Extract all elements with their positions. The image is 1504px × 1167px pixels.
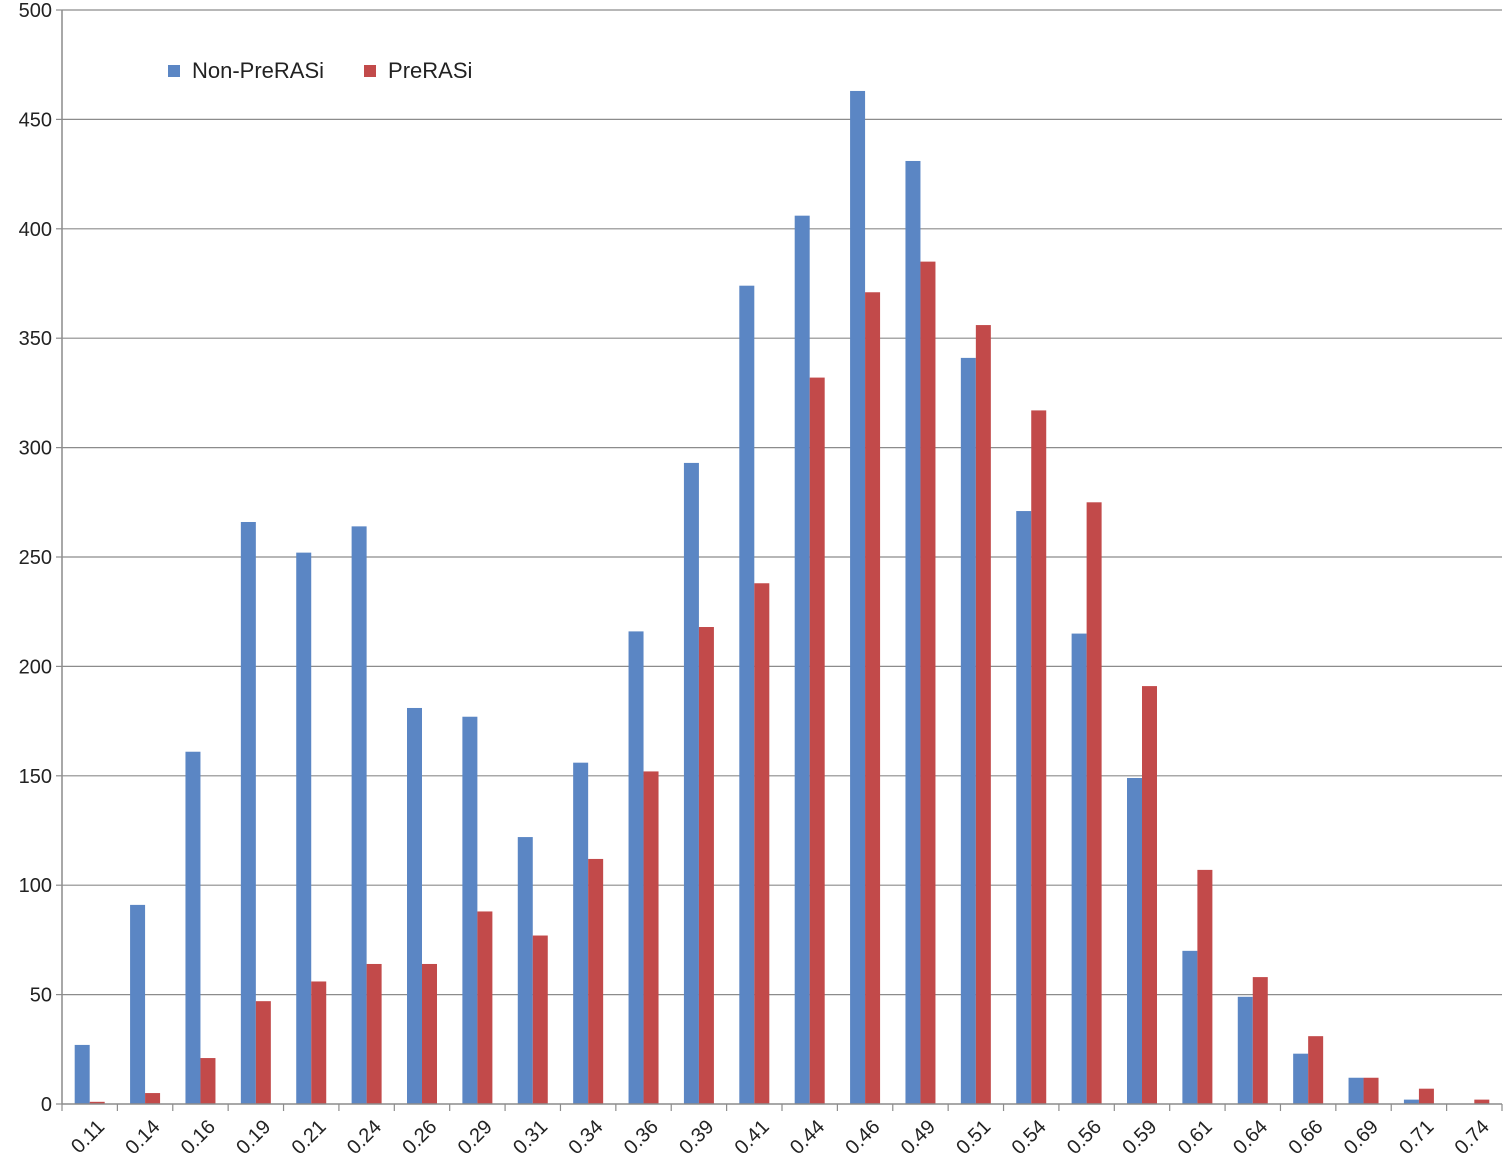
y-tick-label: 450	[19, 109, 52, 131]
bar-prerasi-0.19	[255, 1001, 271, 1104]
y-tick-label: 350	[19, 328, 52, 350]
legend: Non-PreRASi PreRASi	[168, 58, 472, 84]
x-tick-label: 0.39	[675, 1116, 718, 1159]
legend-label-prerasi: PreRASi	[388, 58, 473, 83]
bar-prerasi-0.74	[1474, 1099, 1490, 1104]
bar-non-prerasi-0.16	[185, 751, 201, 1104]
bar-non-prerasi-0.31	[517, 837, 533, 1104]
legend-item-non-prerasi: Non-PreRASi	[168, 58, 324, 84]
bar-prerasi-0.61	[1197, 869, 1213, 1104]
legend-swatch-prerasi	[364, 65, 377, 77]
x-tick-label: 0.36	[620, 1116, 663, 1159]
bar-non-prerasi-0.51	[960, 357, 976, 1105]
bar-non-prerasi-0.46	[850, 90, 866, 1105]
x-tick-label: 0.49	[897, 1116, 940, 1159]
bar-non-prerasi-0.56	[1071, 633, 1087, 1104]
bar-prerasi-0.51	[975, 325, 991, 1104]
bar-non-prerasi-0.11	[74, 1044, 90, 1104]
x-tick-label: 0.66	[1284, 1116, 1327, 1159]
bar-prerasi-0.11	[89, 1101, 105, 1104]
bar-prerasi-0.46	[865, 292, 881, 1104]
x-tick-label: 0.11	[67, 1116, 109, 1158]
x-tick-label: 0.59	[1118, 1116, 1161, 1159]
x-tick-label: 0.21	[288, 1116, 331, 1159]
bar-non-prerasi-0.41	[739, 285, 755, 1104]
bar-non-prerasi-0.26	[407, 707, 422, 1104]
x-tick-label: 0.26	[398, 1116, 441, 1159]
bar-non-prerasi-0.19	[240, 521, 256, 1104]
x-tick-label: 0.41	[731, 1116, 774, 1159]
legend-label-non-prerasi: Non-PreRASi	[192, 58, 325, 83]
bar-prerasi-0.39	[698, 627, 714, 1104]
bar-prerasi-0.29	[477, 911, 493, 1104]
bar-non-prerasi-0.61	[1182, 950, 1198, 1104]
bar-non-prerasi-0.34	[573, 762, 589, 1104]
y-tick-label: 150	[19, 766, 52, 788]
bar-prerasi-0.34	[588, 858, 604, 1104]
bar-prerasi-0.49	[920, 261, 936, 1104]
y-tick-label: 50	[30, 985, 52, 1007]
x-tick-label: 0.19	[232, 1116, 275, 1159]
bars	[74, 90, 1490, 1105]
bar-prerasi-0.14	[145, 1093, 161, 1104]
x-tick-label: 0.16	[177, 1116, 220, 1159]
x-tick-label: 0.34	[564, 1116, 607, 1159]
bar-non-prerasi-0.69	[1348, 1077, 1364, 1104]
bar-prerasi-0.54	[1031, 410, 1047, 1104]
bar-prerasi-0.66	[1308, 1036, 1324, 1104]
x-tick-label: 0.24	[343, 1116, 386, 1159]
x-tick-label: 0.44	[786, 1116, 829, 1159]
y-tick-label: 0	[41, 1094, 52, 1116]
legend-swatch-non-prerasi	[168, 65, 180, 77]
bar-non-prerasi-0.29	[462, 716, 478, 1104]
x-tick-label: 0.29	[454, 1116, 497, 1159]
x-tick-label: 0.71	[1395, 1116, 1438, 1159]
y-tick-label: 500	[19, 0, 52, 22]
bar-non-prerasi-0.24	[351, 526, 367, 1104]
x-tick-label: 0.14	[121, 1116, 164, 1159]
bar-non-prerasi-0.66	[1293, 1053, 1309, 1104]
y-tick-label: 250	[19, 547, 52, 569]
bar-non-prerasi-0.39	[683, 462, 699, 1104]
bar-prerasi-0.64	[1252, 977, 1268, 1104]
bar-prerasi-0.56	[1086, 502, 1102, 1104]
bar-prerasi-0.16	[200, 1058, 216, 1104]
bar-non-prerasi-0.64	[1237, 996, 1253, 1104]
bar-non-prerasi-0.44	[794, 215, 810, 1104]
x-tick-label: 0.46	[841, 1116, 884, 1159]
y-tick-label: 300	[19, 438, 52, 460]
x-tick-label: 0.54	[1008, 1116, 1051, 1159]
gridlines	[62, 9, 1502, 996]
bar-prerasi-0.44	[809, 377, 825, 1105]
y-tick-label: 100	[19, 875, 52, 897]
bar-prerasi-0.36	[643, 771, 659, 1104]
x-tick-label: 0.69	[1340, 1116, 1383, 1159]
bar-prerasi-0.24	[366, 963, 382, 1104]
x-tick-label: 0.56	[1063, 1116, 1106, 1159]
bar-prerasi-0.59	[1142, 686, 1157, 1104]
bar-non-prerasi-0.54	[1016, 511, 1032, 1104]
bar-prerasi-0.69	[1363, 1077, 1379, 1104]
bar-non-prerasi-0.36	[628, 631, 644, 1104]
bar-prerasi-0.71	[1418, 1088, 1434, 1104]
bar-non-prerasi-0.14	[130, 904, 146, 1104]
y-tick-label: 400	[19, 219, 52, 241]
bar-prerasi-0.26	[422, 963, 437, 1104]
x-tick-label: 0.74	[1451, 1116, 1494, 1159]
bar-non-prerasi-0.59	[1127, 777, 1142, 1104]
bar-non-prerasi-0.49	[905, 160, 921, 1105]
x-tick-label: 0.51	[952, 1116, 995, 1159]
x-tick-label: 0.64	[1229, 1116, 1272, 1159]
bar-prerasi-0.41	[754, 583, 770, 1104]
bar-prerasi-0.31	[532, 935, 548, 1104]
bar-prerasi-0.21	[311, 981, 327, 1104]
bar-non-prerasi-0.71	[1403, 1099, 1419, 1104]
y-tick-label: 200	[19, 656, 52, 678]
bar-non-prerasi-0.21	[296, 552, 312, 1104]
x-tick-label: 0.31	[509, 1116, 552, 1159]
x-tick-label: 0.61	[1174, 1116, 1217, 1159]
legend-item-prerasi: PreRASi	[364, 58, 472, 84]
